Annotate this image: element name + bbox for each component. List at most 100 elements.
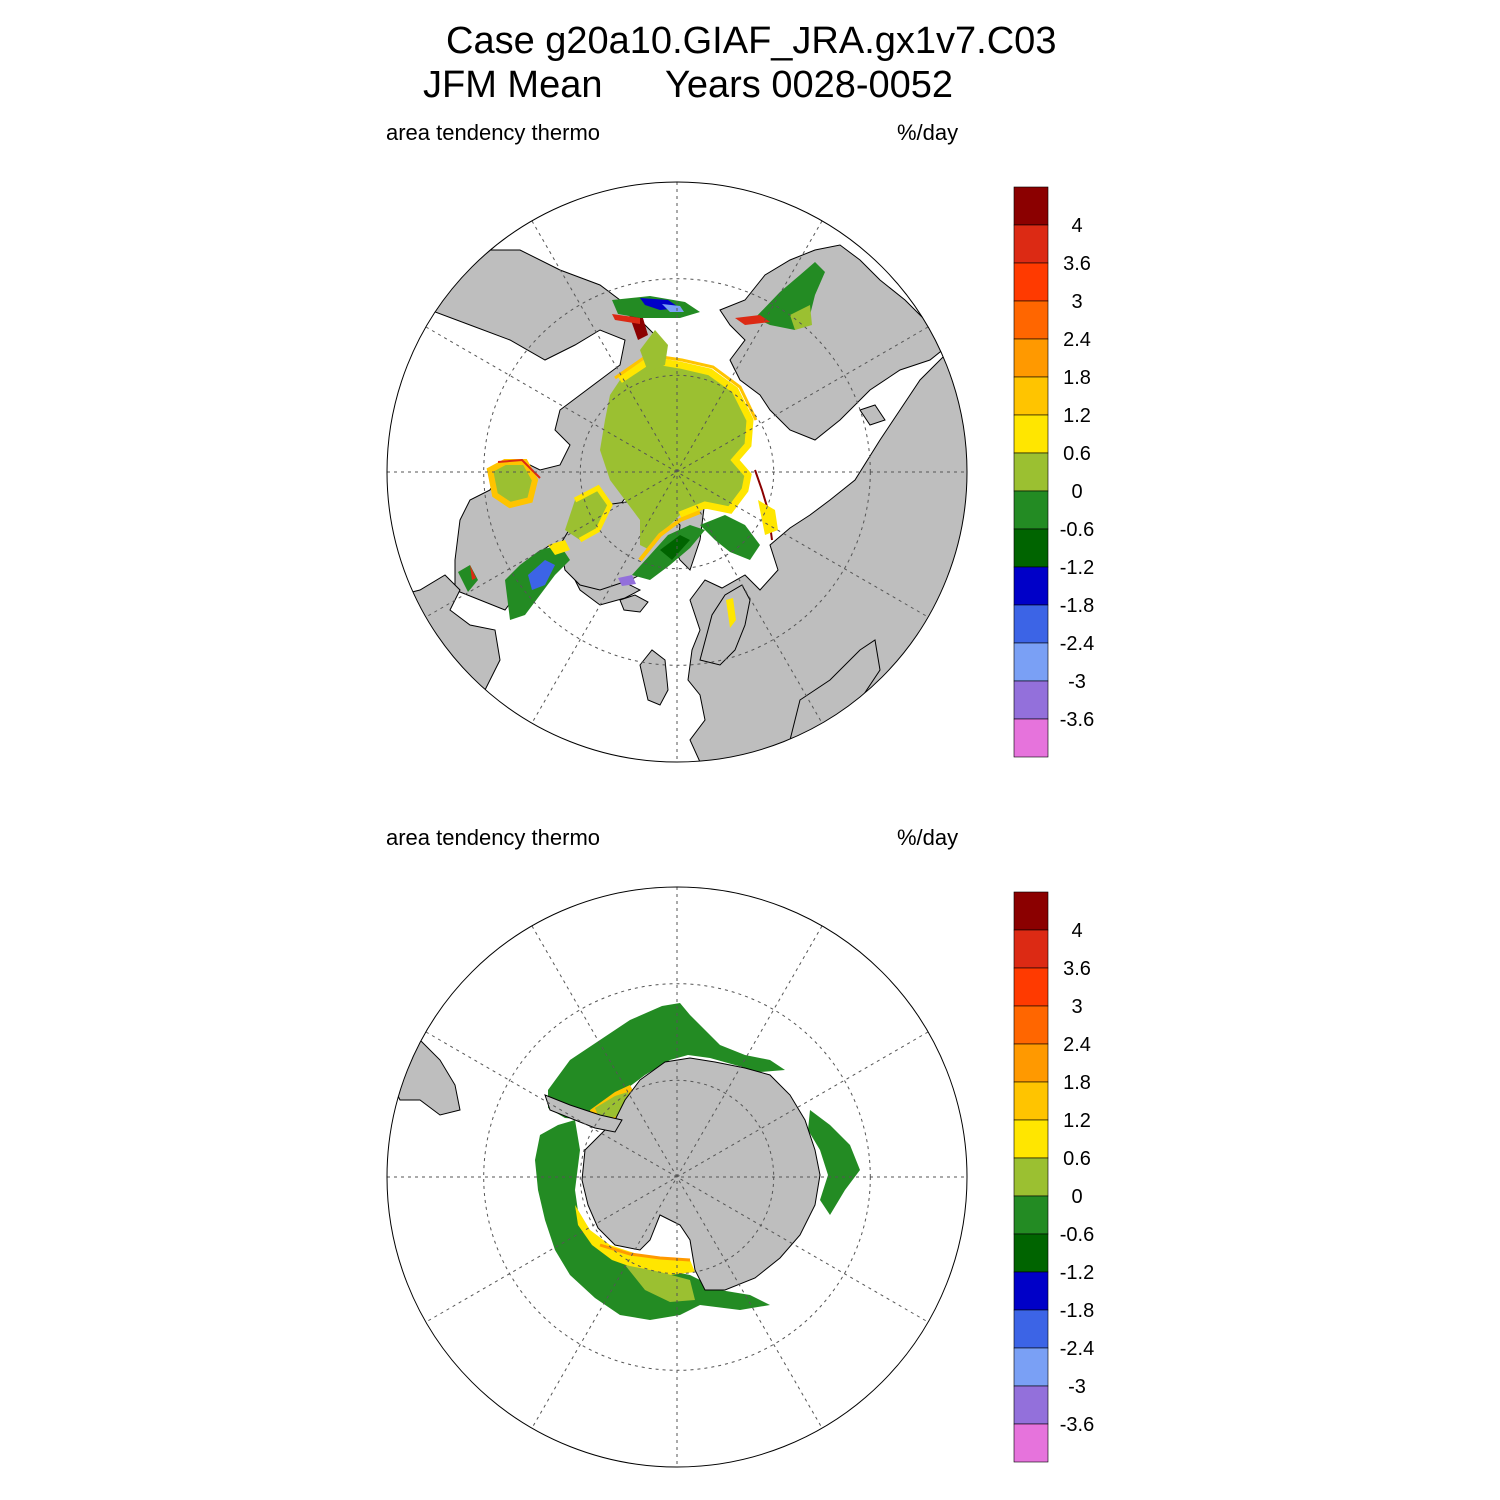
colorbar-north-swatch [1013,376,1049,416]
colorbar-north-tick-label: -1.2 [1060,557,1094,579]
colorbar-north-tick-label: 1.2 [1063,405,1091,427]
colorbar-north-swatch [1013,490,1049,530]
figure-period: JFM Mean [423,64,603,106]
north-uk-land [639,649,669,706]
north-meridian [425,326,929,618]
colorbar-north-swatch [1013,566,1049,606]
colorbar-north-swatch [1013,718,1049,758]
north-arctic-rim-outer [614,353,758,421]
colorbar-north-swatch [1013,338,1049,378]
colorbar-south-tick-label: 0.6 [1063,1148,1091,1170]
colorbar-south-swatch [1013,1309,1049,1349]
panel-north-variable: area tendency thermo [386,120,601,145]
colorbar-south-tick-label: 0 [1071,1186,1082,1208]
colorbar-north-tick-label: -0.6 [1060,519,1094,541]
colorbar-north-swatch [1013,452,1049,492]
north-gridlines [387,182,967,762]
colorbar-south-tick-label: 2.4 [1063,1034,1091,1056]
colorbar-north-tick-label: 0 [1071,481,1082,503]
colorbar-north-tick-label: 0.6 [1063,443,1091,465]
colorbar-north-tick-label: -3.6 [1060,709,1094,731]
colorbar-south-swatch [1013,1385,1049,1425]
north-baltic [726,598,736,628]
colorbar-north-tick-label: -3 [1068,671,1086,693]
colorbar-south-tick-label: 3 [1071,996,1082,1018]
south-ross-lime [625,1265,695,1302]
north-bering-band [640,330,668,372]
colorbar-south-swatch [1013,1119,1049,1159]
colorbar-south-tick-label: -0.6 [1060,1224,1094,1246]
north-greenland-sea-blue [618,575,636,586]
north-arctic-rim [618,356,754,519]
colorbar-south-tick-label: 3.6 [1063,958,1091,980]
north-greenland-sea-rim [638,510,701,562]
colorbar-south-tick-label: -1.8 [1060,1300,1094,1322]
colorbar-south-tick-label: -3 [1068,1376,1086,1398]
colorbar-south-swatch [1013,1157,1049,1197]
south-antarctic-peninsula-land [544,1094,623,1133]
north-island-land [859,404,886,426]
colorbar-south-tick-label: 1.2 [1063,1110,1091,1132]
panel-south-variable: area tendency thermo [386,825,601,850]
south-meridian [425,1031,929,1323]
north-map-outline [386,181,968,763]
south-map-outline [386,886,968,1468]
north-kamchatka-red [735,315,770,325]
colorbar-north-tick-label: -1.8 [1060,595,1094,617]
north-okhotsk-red [612,314,640,324]
colorbar-south-tick-label: -2.4 [1060,1338,1094,1360]
colorbar-south-swatch [1013,1233,1049,1273]
south-ross-orange [599,1243,691,1262]
colorbar-south-swatch [1013,1043,1049,1083]
north-iceland-land [619,594,649,613]
colorbar-north-swatch [1013,300,1049,340]
north-arctic-core [600,360,750,550]
colorbar-north-swatch [1013,224,1049,264]
colorbar-north-tick-label: 3 [1071,291,1082,313]
south-gridlines [387,887,967,1467]
colorbar-south-swatch [1013,1423,1049,1463]
north-okhotsk-blue-light [662,304,684,312]
colorbar-north-swatch [1013,642,1049,682]
north-labrador-blue [528,560,555,590]
colorbar-north-swatch [1013,414,1049,454]
colorbar-south-swatch [1013,929,1049,969]
panel-south-units: %/day [897,825,959,850]
colorbar-south-swatch [1013,1347,1049,1387]
colorbar-south-swatch [1013,891,1049,931]
colorbar-north-swatch [1013,528,1049,568]
colorbar-north-swatch [1013,186,1049,226]
colorbar-north-tick-label: 3.6 [1063,253,1091,275]
colorbar-north-tick-label: -2.4 [1060,633,1094,655]
colorbar-north-swatch [1013,262,1049,302]
panel-north-units: %/day [897,120,959,145]
colorbar-south-tick-label: 4 [1071,920,1082,942]
colorbar-south-tick-label: -3.6 [1060,1414,1094,1436]
figure-years: Years 0028-0052 [665,64,954,106]
colorbar-south-swatch [1013,967,1049,1007]
south-ice-ring-east [808,1110,860,1215]
north-greenland-sea-dark [660,535,690,560]
north-baffin-rim [573,484,613,543]
north-ice-field [458,262,825,628]
colorbar-north-swatch [1013,680,1049,720]
colorbar-north-tick-label: 2.4 [1063,329,1091,351]
colorbar-south-tick-label: 1.8 [1063,1072,1091,1094]
colorbar-north-swatch [1013,604,1049,644]
north-hudson-bay [490,462,535,505]
north-barents [700,515,760,560]
north-labrador-yellow [548,540,570,555]
north-alaska-ice-red [470,565,476,580]
colorbar-south: 4 3.6 3 2.4 1.8 1.2 0.6 0 -0.6 -1.2 -1.8 -2.4 -3 -3.6 [1013,891,1094,1463]
colorbar-north-tick-label: 1.8 [1063,367,1091,389]
north-scandinavia-land [699,584,751,666]
colorbar-north: 4 3.6 3 2.4 1.8 1.2 0.6 0 -0.6 -1.2 -1.8 -2.4 -3 -3.6 [1013,186,1094,758]
south-polar-map [386,886,968,1468]
colorbar-south-swatch [1013,1195,1049,1235]
colorbar-south-swatch [1013,1271,1049,1311]
north-kara-yellow [758,500,778,535]
colorbar-south-tick-label: -1.2 [1060,1262,1094,1284]
north-polar-map [386,181,968,763]
colorbar-north-tick-label: 4 [1071,215,1082,237]
